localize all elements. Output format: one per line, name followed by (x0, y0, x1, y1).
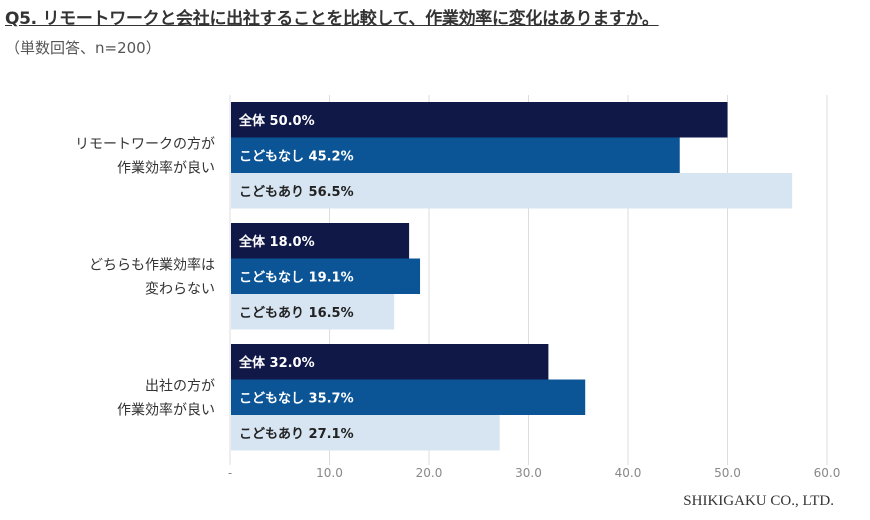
category-label: 作業効率が良い (117, 401, 215, 418)
bar (231, 415, 500, 451)
data-label: こどもなし 19.1% (239, 270, 354, 285)
bar (231, 137, 680, 173)
bar (231, 379, 586, 415)
chart-subtitle: （単数回答、n=200） (5, 39, 161, 57)
credit: SHIKIGAKU CO., LTD. (683, 493, 834, 509)
category-label: 変わらない (145, 280, 215, 297)
data-label: 全体 32.0% (238, 355, 315, 371)
bar (231, 223, 410, 259)
chart-title: Q5. リモートワークと会社に出社することを比較して、作業効率に変化はありますか… (5, 9, 659, 29)
x-tick-label: 50.0 (714, 466, 741, 480)
bar (231, 344, 549, 380)
x-tick-label: 20.0 (416, 466, 443, 480)
data-label: こどもあり 56.5% (239, 185, 354, 200)
data-label: こどもなし 35.7% (239, 391, 354, 406)
bar (231, 102, 728, 138)
x-tick-label: 60.0 (814, 466, 841, 480)
x-tick-label: 30.0 (515, 466, 542, 480)
data-label: こどもあり 27.1% (239, 427, 354, 442)
category-label: 出社の方が (145, 378, 215, 394)
bar (231, 258, 421, 294)
x-tick-label: 10.0 (316, 466, 343, 480)
data-label: こどもなし 45.2% (239, 149, 354, 164)
category-label: 作業効率が良い (117, 159, 215, 176)
category-label: どちらも作業効率は (89, 256, 215, 273)
data-label: 全体 50.0% (238, 113, 315, 129)
category-label: リモートワークの方が (75, 136, 215, 152)
data-label: こどもあり 16.5% (239, 306, 354, 321)
bar (231, 173, 793, 209)
x-tick-label: - (228, 466, 232, 480)
data-label: 全体 18.0% (238, 234, 315, 250)
x-tick-label: 40.0 (615, 466, 642, 480)
bar (231, 294, 395, 330)
